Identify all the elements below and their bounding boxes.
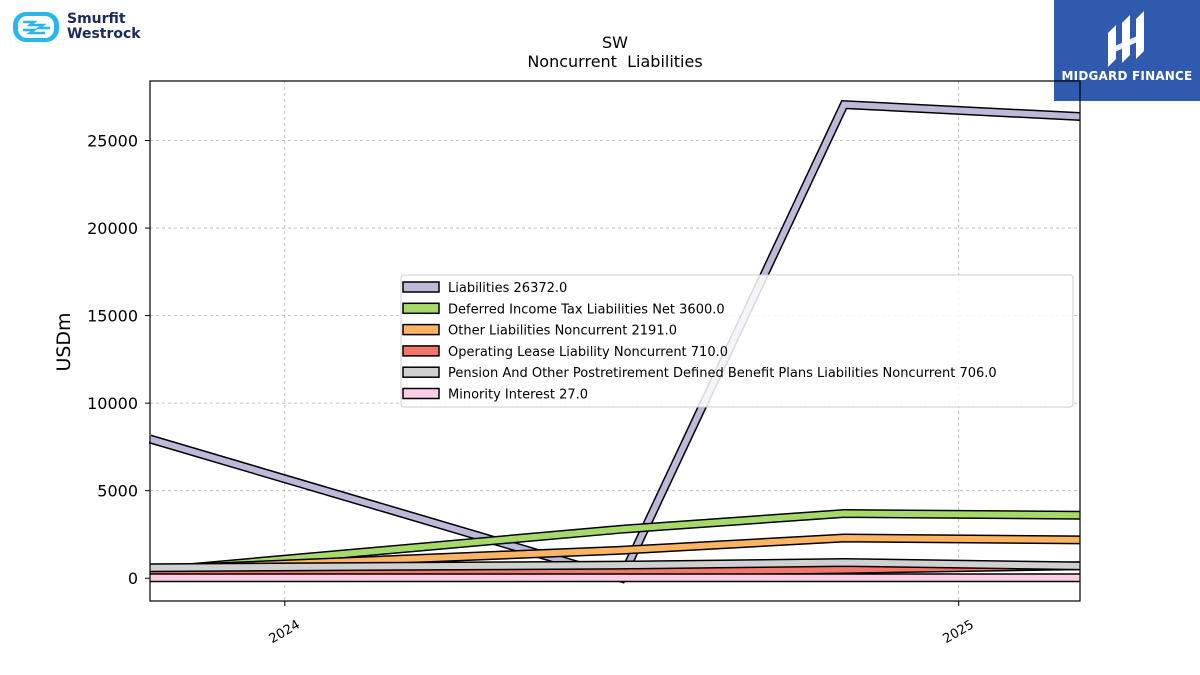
legend-entry: Minority Interest 27.0 [448, 388, 588, 403]
x-tick-label: 2024 [267, 617, 303, 647]
legend-entry: Deferred Income Tax Liabilities Net 3600… [448, 302, 725, 317]
legend-swatch [402, 366, 440, 378]
series-line-1 [149, 510, 1081, 575]
plot-frame [149, 80, 1081, 602]
legend-box [400, 274, 1074, 408]
legend-swatch [402, 345, 440, 357]
smurfit-westrock-logo-icon [13, 12, 59, 42]
legend-entry: Pension And Other Postretirement Defined… [448, 366, 997, 381]
smurfit-westrock-logo: Smurfit Westrock [10, 10, 150, 46]
series-lines [148, 99, 1081, 584]
midgard-logo-icon [1108, 11, 1144, 67]
y-tick-label: 15000 [87, 307, 138, 326]
midgard-finance-logo: MIDGARD FINANCE [1054, 0, 1200, 101]
legend-swatch [402, 281, 440, 293]
brand-right-name: MIDGARD FINANCE [1061, 69, 1193, 83]
legend-swatch [402, 302, 440, 315]
chart-subtitle: Noncurrent Liabilities [527, 52, 702, 71]
legend: Liabilities 26372.0 Deferred Income Tax L… [400, 274, 1074, 408]
legend-swatch [402, 323, 440, 336]
y-tick-label: 10000 [87, 394, 138, 413]
legend-swatch [402, 387, 440, 400]
brand-left-line2: Westrock [67, 26, 141, 42]
y-tick-label: 0 [128, 569, 138, 588]
y-tick-label: 5000 [97, 482, 138, 501]
y-tick-label: 20000 [87, 219, 138, 238]
brand-left-line1: Smurfit [67, 11, 126, 27]
series-line-2 [149, 534, 1081, 573]
legend-entry: Operating Lease Liability Noncurrent 710… [448, 345, 728, 360]
x-tick-label: 2025 [941, 617, 977, 647]
legend-entry: Liabilities 26372.0 [448, 281, 567, 296]
y-axis-label: USDm [53, 312, 75, 371]
y-tick-label: 25000 [87, 132, 138, 151]
series-line-4 [149, 559, 1081, 571]
chart-title: SW [602, 33, 628, 52]
legend-entry: Other Liabilities Noncurrent 2191.0 [448, 324, 677, 339]
